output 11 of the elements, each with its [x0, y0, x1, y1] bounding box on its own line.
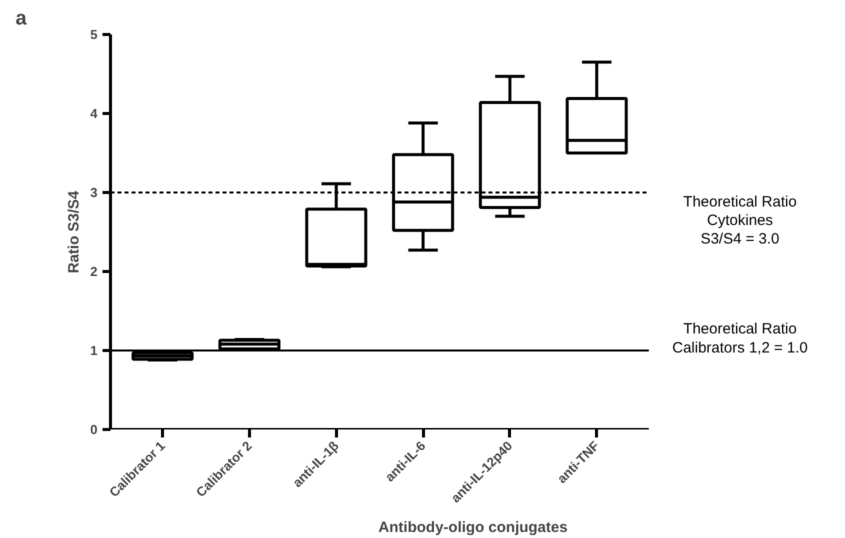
y-tick-label: 4	[90, 106, 98, 121]
y-tick-label: 5	[90, 27, 98, 42]
ref-line-label: Theoretical Ratio Calibrators 1,2 = 1.0	[672, 320, 808, 356]
y-tick-label: 3	[90, 185, 98, 200]
y-axis-title: Ratio S3/S4	[65, 190, 82, 274]
x-axis-title: Antibody-oligo conjugates	[378, 518, 568, 536]
ref-line-label: Theoretical Ratio Cytokines S3/S4 = 3.0	[683, 193, 797, 248]
y-tick-label: 2	[90, 264, 98, 279]
text: a	[16, 8, 28, 30]
y-tick-label: 0	[90, 422, 98, 437]
y-tick-label: 1	[90, 343, 98, 358]
